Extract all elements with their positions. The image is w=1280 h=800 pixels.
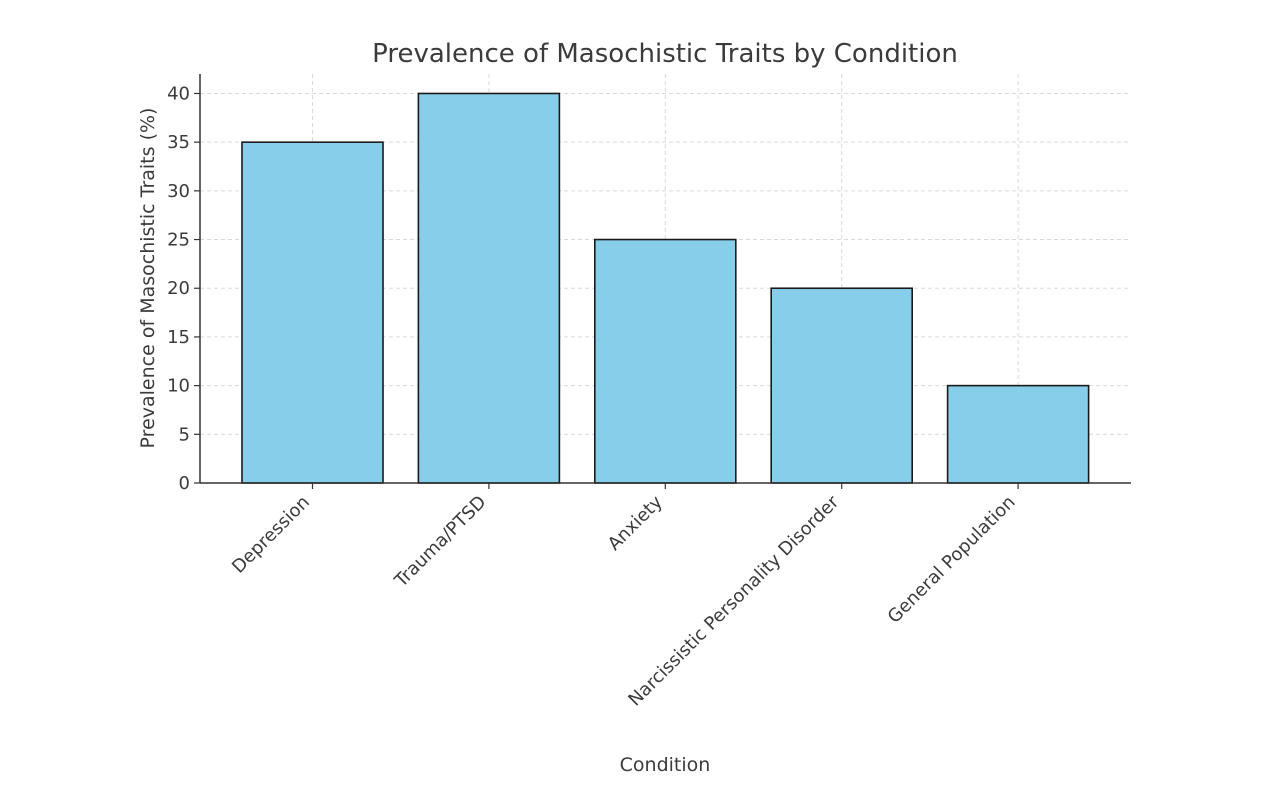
bar-3 [770, 287, 914, 484]
y-tick-label: 0 [179, 473, 190, 494]
bar-2 [593, 238, 737, 484]
x-tick-label: Anxiety [604, 491, 667, 554]
y-axis-ticks: 0 5 10 15 20 25 30 35 40 [167, 83, 200, 494]
bar-4 [946, 384, 1090, 484]
y-tick-label: 15 [167, 327, 190, 348]
x-tick-label: Narcissistic Personality Disorder [624, 491, 843, 710]
x-tick-label: Trauma/PTSD [390, 492, 490, 592]
x-axis-ticks: Depression Trauma/PTSD AnxietyNarcissistic… [228, 483, 1020, 710]
y-tick-label: 10 [167, 376, 190, 397]
y-axis-label: Prevalence of Masochistic Traits (%) [137, 108, 159, 449]
y-tick-label: 35 [167, 132, 190, 153]
y-tick-label: 25 [167, 230, 190, 251]
bar-1 [417, 92, 561, 484]
y-tick-label: 20 [167, 278, 190, 299]
y-tick-label: 30 [167, 181, 190, 202]
x-axis-label: Condition [620, 754, 711, 776]
bars [241, 92, 1090, 484]
x-tick-label: General Population [884, 492, 1020, 628]
x-tick-label: Depression [228, 492, 314, 578]
y-tick-label: 5 [179, 424, 190, 445]
bar-0 [241, 141, 384, 484]
y-tick-label: 40 [167, 83, 190, 104]
chart-title: Prevalence of Masochistic Traits by Cond… [372, 39, 958, 69]
